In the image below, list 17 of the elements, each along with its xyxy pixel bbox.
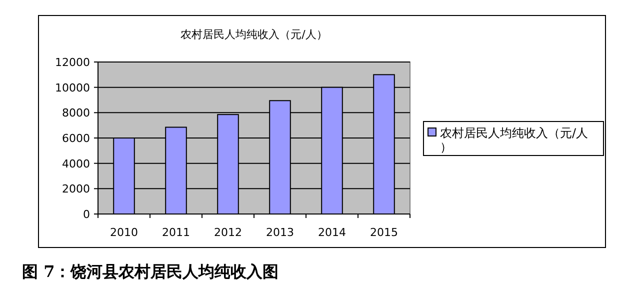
y-tick-label: 4000	[62, 157, 90, 170]
x-tick-label: 2014	[318, 226, 346, 239]
x-tick-label: 2015	[370, 226, 398, 239]
x-tick-label: 2012	[214, 226, 242, 239]
y-tick-label: 12000	[55, 56, 90, 69]
y-tick-label: 8000	[62, 106, 90, 120]
legend: 农村居民人均纯收入（元/人）	[423, 121, 604, 156]
x-tick-label: 2011	[162, 226, 190, 239]
y-tick-label: 2000	[62, 182, 90, 196]
x-tick-label: 2010	[110, 226, 138, 239]
y-tick-label: 0	[83, 208, 90, 221]
x-tick-label: 2013	[266, 226, 294, 239]
caption: 图 7：饶河县农村居民人均纯收入图	[22, 262, 279, 281]
chart-title: 农村居民人均纯收入（元/人）	[180, 28, 328, 41]
legend-label: 农村居民人均纯收入（元/人）	[440, 126, 588, 154]
y-tick-label: 10000	[55, 81, 90, 94]
y-tick-label: 6000	[62, 132, 90, 145]
